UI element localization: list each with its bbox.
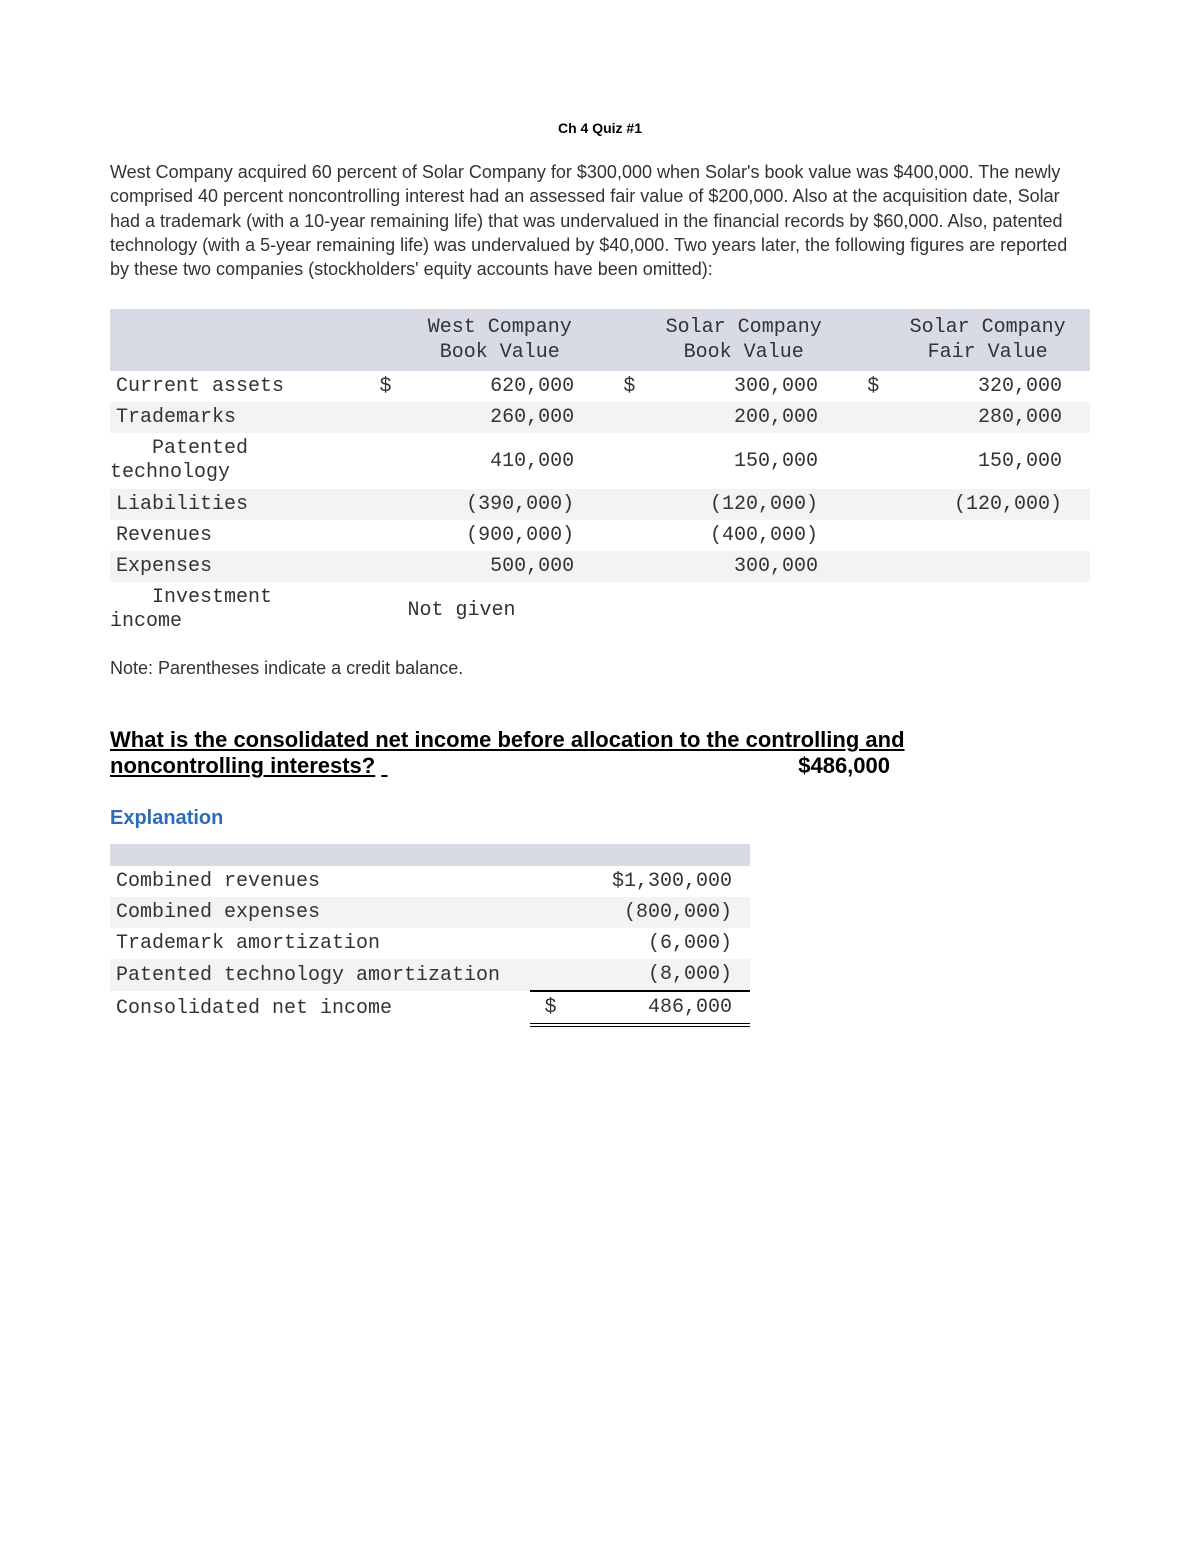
cell-value: 150,000: [885, 433, 1090, 489]
table-row: Liabilities (390,000) (120,000) (120,000): [110, 489, 1090, 520]
row-label: Trademarks: [110, 402, 358, 433]
col-header-line: Fair Value: [928, 341, 1048, 364]
currency-symbol: [846, 489, 885, 520]
calc-value: 486,000: [562, 991, 750, 1025]
calc-value: (8,000): [562, 959, 750, 991]
currency-symbol: [530, 866, 563, 897]
cell-value: (900,000): [397, 520, 602, 551]
row-label: Current assets: [110, 371, 358, 402]
financial-data-table: West Company Book Value Solar Company Bo…: [110, 309, 1090, 638]
col-header-line: Solar Company: [910, 316, 1066, 339]
currency-symbol: $: [530, 991, 563, 1025]
calc-row: Combined revenues $1,300,000: [110, 866, 750, 897]
table-header: West Company Book Value Solar Company Bo…: [110, 309, 1090, 371]
cell-value: (400,000): [641, 520, 846, 551]
currency-symbol: [846, 582, 885, 638]
currency-symbol: [602, 402, 641, 433]
cell-value: (120,000): [885, 489, 1090, 520]
currency-symbol: [846, 402, 885, 433]
cell-value: Not given: [397, 582, 602, 638]
currency-symbol: [358, 551, 397, 582]
currency-symbol: [530, 959, 563, 991]
question-answer: $486,000: [798, 753, 1090, 779]
currency-symbol: [602, 489, 641, 520]
explanation-table: Combined revenues$1,300,000Combined expe…: [110, 844, 750, 1027]
currency-symbol: $: [358, 371, 397, 402]
cell-value: 500,000: [397, 551, 602, 582]
calc-label: Combined revenues: [110, 866, 530, 897]
table-row: Patentedtechnology 410,000 150,000 150,000: [110, 433, 1090, 489]
question-spacer: [381, 753, 387, 778]
cell-value: 300,000: [641, 551, 846, 582]
cell-value: 200,000: [641, 402, 846, 433]
question-block: What is the consolidated net income befo…: [110, 727, 1090, 779]
currency-symbol: [530, 897, 563, 928]
table-row: Expenses 500,000 300,000: [110, 551, 1090, 582]
cell-value: 150,000: [641, 433, 846, 489]
table-row: Trademarks 260,000 200,000 280,000: [110, 402, 1090, 433]
calc-label: Consolidated net income: [110, 991, 530, 1025]
cell-value: 320,000: [885, 371, 1090, 402]
currency-symbol: [358, 402, 397, 433]
currency-symbol: [358, 582, 397, 638]
cell-value: 280,000: [885, 402, 1090, 433]
cell-value: (120,000): [641, 489, 846, 520]
table-row: Current assets$620,000$300,000$320,000: [110, 371, 1090, 402]
cell-value: 300,000: [641, 371, 846, 402]
row-label: Patentedtechnology: [110, 433, 358, 489]
table-row: Revenues (900,000) (400,000): [110, 520, 1090, 551]
calc-value: (800,000): [562, 897, 750, 928]
row-label: Expenses: [110, 551, 358, 582]
currency-symbol: [846, 433, 885, 489]
page: Ch 4 Quiz #1 West Company acquired 60 pe…: [0, 0, 1200, 1087]
problem-statement: West Company acquired 60 percent of Sola…: [110, 160, 1090, 281]
currency-symbol: $: [846, 371, 885, 402]
col-header-line: Book Value: [440, 341, 560, 364]
calc-row: Trademark amortization (6,000): [110, 928, 750, 959]
cell-value: [641, 582, 846, 638]
currency-symbol: $: [602, 371, 641, 402]
col-header-line: Book Value: [684, 341, 804, 364]
currency-symbol: [846, 551, 885, 582]
currency-symbol: [602, 551, 641, 582]
calc-row: Patented technology amortization (8,000): [110, 959, 750, 991]
currency-symbol: [602, 433, 641, 489]
calc-row: Combined expenses (800,000): [110, 897, 750, 928]
cell-value: [885, 582, 1090, 638]
currency-symbol: [846, 520, 885, 551]
cell-value: (390,000): [397, 489, 602, 520]
cell-value: [885, 551, 1090, 582]
calc-label: Trademark amortization: [110, 928, 530, 959]
page-title: Ch 4 Quiz #1: [110, 120, 1090, 136]
cell-value: 410,000: [397, 433, 602, 489]
table-row: Investmentincome Not given: [110, 582, 1090, 638]
currency-symbol: [358, 433, 397, 489]
calc-value: (6,000): [562, 928, 750, 959]
currency-symbol: [358, 520, 397, 551]
calc-row: Consolidated net income$486,000: [110, 991, 750, 1025]
note-text: Note: Parentheses indicate a credit bala…: [110, 658, 1090, 679]
currency-symbol: [602, 582, 641, 638]
currency-symbol: [358, 489, 397, 520]
question-line2: noncontrolling interests?: [110, 753, 375, 778]
row-label: Revenues: [110, 520, 358, 551]
question-line1: What is the consolidated net income befo…: [110, 727, 905, 752]
cell-value: [885, 520, 1090, 551]
calc-label: Combined expenses: [110, 897, 530, 928]
currency-symbol: [602, 520, 641, 551]
row-label: Liabilities: [110, 489, 358, 520]
cell-value: 260,000: [397, 402, 602, 433]
explanation-heading: Explanation: [110, 807, 1090, 830]
col-header-line: Solar Company: [666, 316, 822, 339]
calc-value: $1,300,000: [562, 866, 750, 897]
cell-value: 620,000: [397, 371, 602, 402]
col-header-line: West Company: [428, 316, 572, 339]
currency-symbol: [530, 928, 563, 959]
row-label: Investmentincome: [110, 582, 358, 638]
calc-label: Patented technology amortization: [110, 959, 530, 991]
